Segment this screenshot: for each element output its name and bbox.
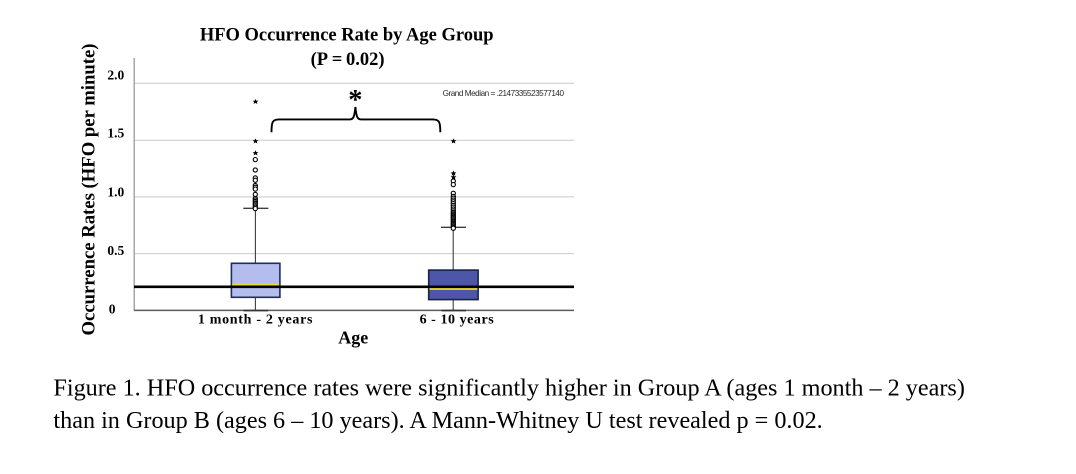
svg-text:1 month - 2 years: 1 month - 2 years	[198, 313, 313, 328]
svg-text:HFO Occurrence Rate by Age Gro: HFO Occurrence Rate by Age Group	[200, 26, 494, 46]
svg-text:0.5: 0.5	[107, 243, 124, 258]
svg-text:*: *	[348, 85, 362, 116]
svg-text:Occurrence Rates (HFO per minu: Occurrence Rates (HFO per minute)	[79, 43, 100, 335]
svg-text:than in Group B (ages 6 – 10 y: than in Group B (ages 6 – 10 years). A M…	[53, 407, 822, 434]
svg-text:0: 0	[109, 302, 116, 317]
svg-text:6 - 10 years: 6 - 10 years	[420, 313, 495, 328]
svg-text:(P = 0.02): (P = 0.02)	[311, 50, 385, 70]
svg-text:Age: Age	[338, 328, 368, 348]
svg-text:1.0: 1.0	[107, 184, 124, 199]
svg-text:Grand Median = .2147335523577: Grand Median = .2147335523577140	[443, 89, 565, 98]
svg-text:2.0: 2.0	[107, 68, 124, 83]
svg-text:1.5: 1.5	[107, 126, 124, 141]
svg-text:Figure 1. HFO occurrence rates: Figure 1. HFO occurrence rates were sign…	[53, 374, 964, 401]
